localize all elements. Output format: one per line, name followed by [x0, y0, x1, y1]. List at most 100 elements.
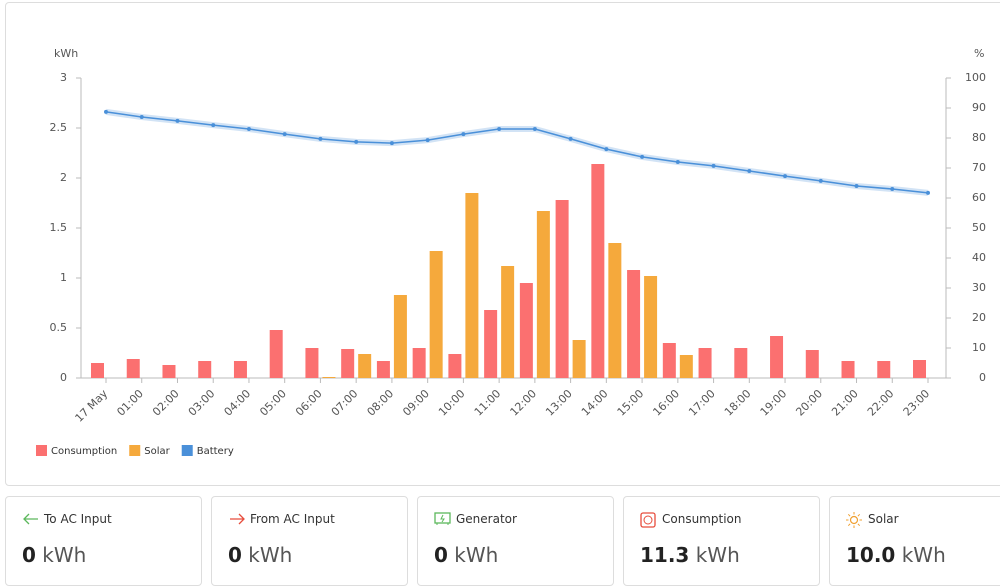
- card: Generator 0 kWh: [417, 496, 614, 586]
- card-title: To AC Input: [44, 512, 112, 526]
- x-tick-label: 04:00: [222, 387, 254, 419]
- bar: [627, 270, 641, 378]
- point: [532, 127, 537, 131]
- point: [640, 154, 645, 159]
- legend-label: Battery: [197, 446, 234, 457]
- x-tick-label: 14:00: [579, 387, 611, 419]
- y-tick-label: 2: [60, 171, 67, 184]
- legend-swatch: [36, 445, 47, 456]
- card-value: 10.0 kWh: [846, 543, 946, 567]
- point: [497, 127, 502, 131]
- x-tick-label: 03:00: [186, 387, 218, 419]
- x-tick-label: 21:00: [829, 387, 861, 419]
- point: [604, 147, 609, 152]
- point: [425, 138, 430, 143]
- y-tick-label: 1: [60, 271, 67, 284]
- value: 0: [228, 543, 242, 567]
- page: kWh % 0 0.5 1 1.5 2 2.5 3 0 10 20 30 40 50 60 70 80 90 10…: [5, 2, 1000, 586]
- x-tick-label: 06:00: [293, 387, 325, 419]
- bar: [698, 348, 712, 378]
- bar: [393, 295, 407, 378]
- point: [818, 178, 823, 183]
- bar: [805, 350, 819, 378]
- point: [926, 190, 930, 195]
- card-title: Solar: [868, 512, 899, 526]
- y-tick-label: 0.5: [50, 321, 68, 334]
- bar: [269, 330, 283, 378]
- bar: [412, 348, 426, 378]
- legend-label: Solar: [144, 446, 170, 457]
- x-tick-label: 23:00: [901, 387, 933, 419]
- y2-tick-label: 70: [972, 161, 986, 174]
- point: [783, 174, 788, 179]
- bar: [591, 164, 605, 378]
- bar: [841, 361, 855, 378]
- bar: [572, 340, 586, 378]
- y2-tick-label: 20: [972, 311, 986, 324]
- bar: [519, 283, 533, 378]
- icon: [846, 512, 862, 528]
- x-tick-label: 17 May: [73, 387, 111, 425]
- x-tick-label: 11:00: [472, 387, 504, 419]
- point: [890, 187, 895, 191]
- legend-swatch: [129, 445, 141, 456]
- y-tick-label: 0: [60, 371, 67, 384]
- line: [105, 111, 929, 194]
- card-title: Consumption: [662, 512, 742, 526]
- x-tick-label: 16:00: [650, 387, 682, 419]
- point: [461, 132, 466, 137]
- point: [282, 132, 287, 137]
- y2-tick-label: 80: [972, 131, 986, 144]
- x-tick-label: 10:00: [436, 387, 468, 419]
- y2-tick-label: 40: [972, 251, 986, 264]
- unit: kWh: [248, 543, 293, 567]
- card-title: From AC Input: [250, 512, 335, 526]
- bar: [644, 276, 658, 378]
- unit: kWh: [695, 543, 740, 567]
- x-tick-label: 09:00: [400, 387, 432, 419]
- point: [318, 136, 323, 141]
- point: [211, 123, 216, 128]
- bar: [448, 354, 462, 378]
- value: 10.0: [846, 543, 896, 567]
- icon: [230, 513, 245, 525]
- unit: kWh: [42, 543, 87, 567]
- card-value: 0 kWh: [228, 543, 292, 567]
- x-tick-label: 15:00: [615, 387, 647, 419]
- x-tick-label: 18:00: [722, 387, 754, 419]
- card-title: Generator: [456, 512, 517, 526]
- x-tick-label: 19:00: [758, 387, 790, 419]
- chart: kWh % 00.511.522.53010203040506070809010…: [36, 47, 986, 457]
- legend-swatch: [181, 445, 193, 456]
- unit: kWh: [454, 543, 499, 567]
- bar: [305, 348, 319, 378]
- y2-axis-label: %: [974, 47, 984, 60]
- legend-label: Consumption: [51, 446, 117, 457]
- bar: [322, 377, 336, 378]
- y2-tick-label: 0: [979, 371, 986, 384]
- point: [675, 160, 680, 164]
- bar: [501, 266, 515, 378]
- point: [747, 169, 752, 173]
- y2-tick-label: 30: [972, 281, 986, 294]
- card-value: 0 kWh: [434, 543, 498, 567]
- bar: [465, 193, 479, 378]
- bar: [484, 310, 498, 378]
- bar: [536, 211, 550, 378]
- y-axis-label: kWh: [54, 47, 78, 60]
- x-tick-label: 12:00: [508, 387, 540, 419]
- bar: [734, 348, 748, 378]
- bar: [358, 354, 372, 378]
- bar: [877, 361, 891, 378]
- bar: [233, 361, 247, 378]
- value: 0: [434, 543, 448, 567]
- unit: kWh: [901, 543, 946, 567]
- chart-frame: [5, 2, 1000, 486]
- bar: [679, 355, 693, 378]
- bar: [429, 251, 443, 378]
- bar: [91, 363, 104, 378]
- card-value: 0 kWh: [22, 543, 86, 567]
- point: [854, 184, 859, 188]
- y2-tick-label: 100: [965, 71, 986, 84]
- y-tick-label: 1.5: [50, 221, 68, 234]
